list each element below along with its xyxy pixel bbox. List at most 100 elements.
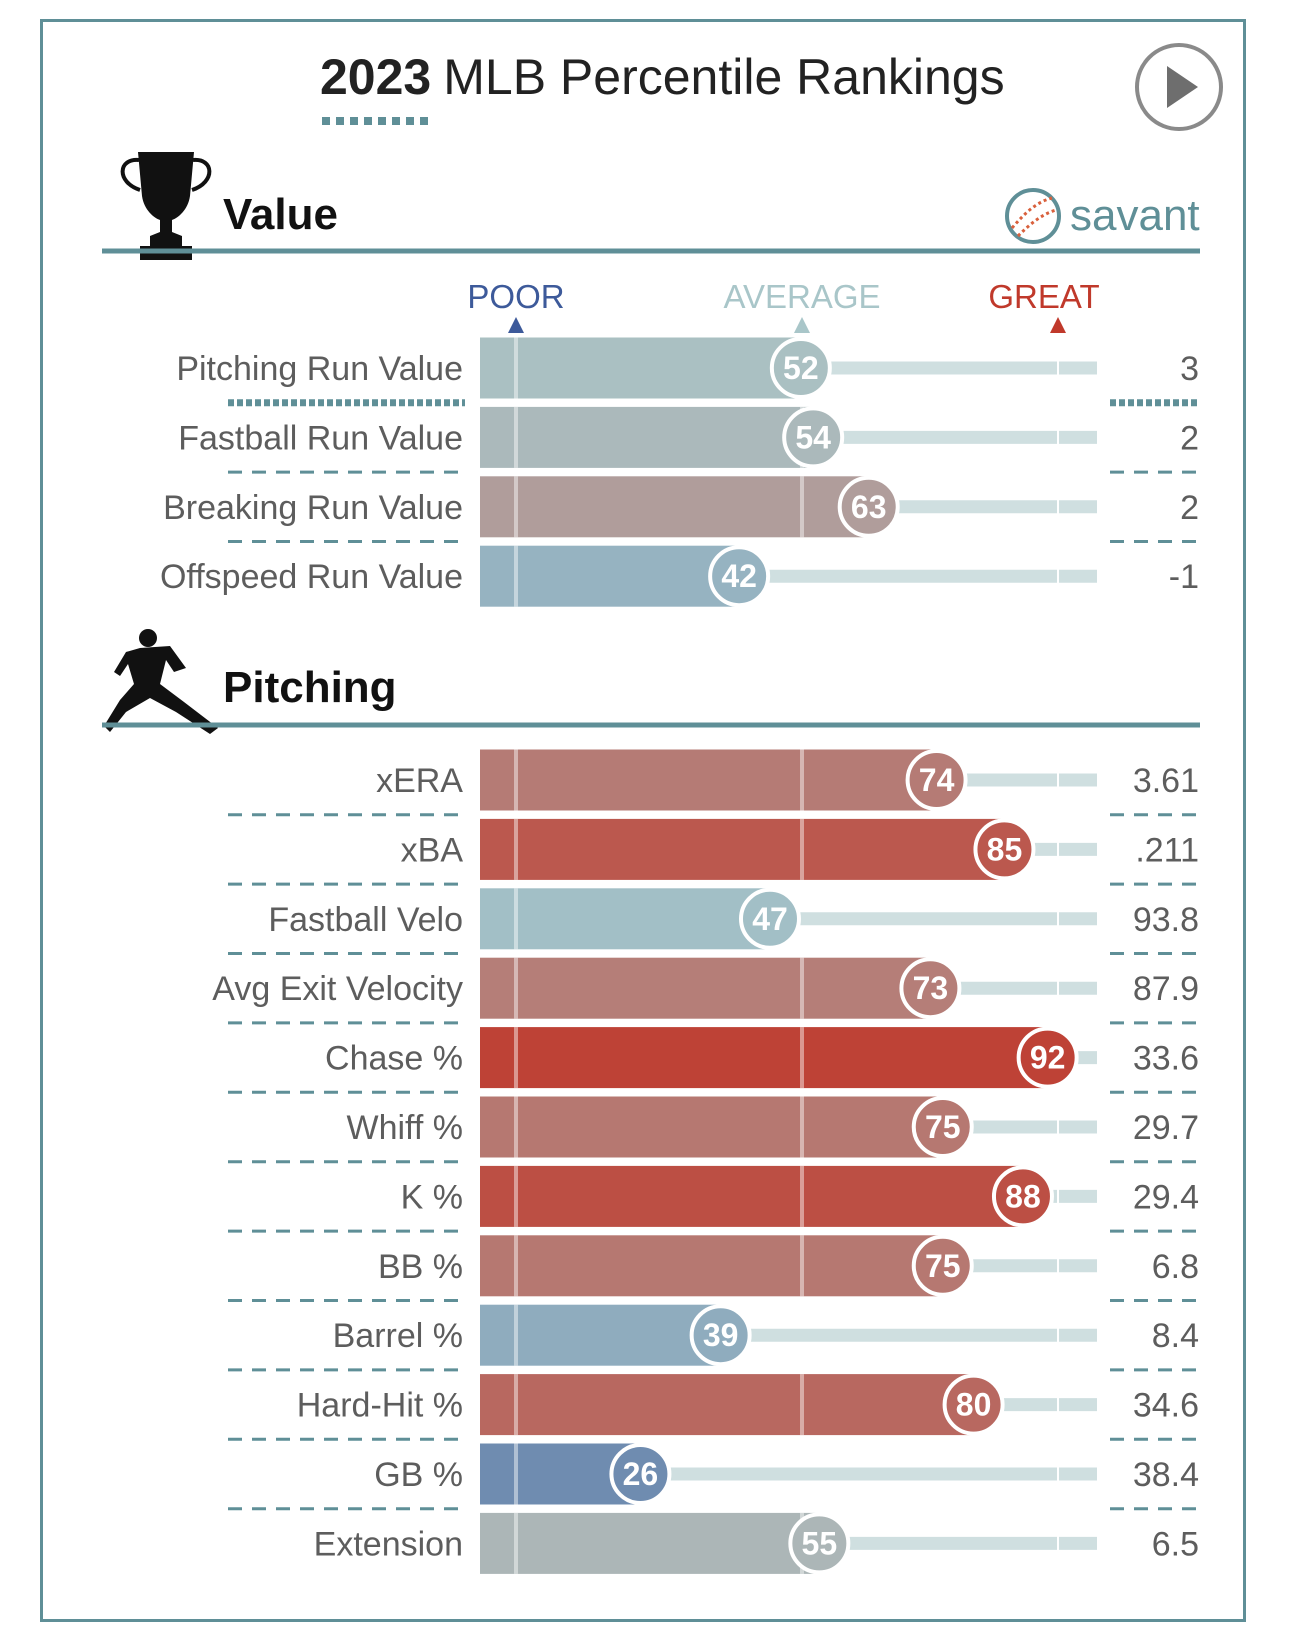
percentile-bar xyxy=(480,1165,1023,1227)
stat-value: 3 xyxy=(1180,350,1199,388)
percentile-circle xyxy=(942,1373,1005,1436)
metric-row: Pitching Run Value 52 3 xyxy=(176,337,1200,407)
percentile-value: 26 xyxy=(623,1456,659,1492)
stat-value: 3.61 xyxy=(1133,762,1199,800)
percentile-circle xyxy=(1016,1026,1079,1089)
percentile-circle xyxy=(973,818,1036,881)
percentile-circle xyxy=(738,887,801,950)
stat-value: 2 xyxy=(1180,419,1199,457)
stat-value: 8.4 xyxy=(1152,1317,1199,1355)
metric-row: GB % 26 38.4 xyxy=(228,1443,1200,1511)
savant-logo: savant xyxy=(1005,188,1200,244)
percentile-value: 75 xyxy=(925,1248,961,1284)
stat-value: 29.4 xyxy=(1133,1178,1199,1216)
metric-label: K % xyxy=(401,1178,463,1216)
average-marker-icon xyxy=(794,317,810,333)
percentile-value: 54 xyxy=(795,419,831,455)
metric-label: Pitching Run Value xyxy=(176,350,463,388)
stat-value: 38.4 xyxy=(1133,1456,1199,1494)
play-button[interactable] xyxy=(1135,43,1223,131)
trophy-icon xyxy=(120,152,212,260)
percentile-value: 52 xyxy=(783,350,819,386)
metric-row: BB % 75 6.8 xyxy=(228,1234,1200,1302)
baseball-icon xyxy=(1005,188,1061,244)
percentile-value: 92 xyxy=(1030,1040,1066,1076)
percentile-bar xyxy=(480,818,1005,880)
percentile-value: 88 xyxy=(1005,1178,1041,1214)
percentile-circle xyxy=(911,1096,974,1158)
stat-value: .211 xyxy=(1135,831,1199,869)
value-rows: Pitching Run Value 52 3 Fastball Run Value 5… xyxy=(160,337,1200,608)
stat-value: 2 xyxy=(1180,489,1199,527)
percentile-bar xyxy=(480,1304,721,1366)
percentile-bar xyxy=(480,406,814,468)
metric-label: Chase % xyxy=(325,1040,463,1078)
section-title-value: Value xyxy=(223,190,338,239)
percentile-circle xyxy=(609,1443,672,1505)
metric-label: Avg Exit Velocity xyxy=(212,970,463,1008)
metric-row: K % 88 29.4 xyxy=(228,1165,1200,1233)
percentile-bar xyxy=(480,1512,820,1574)
metric-label: Fastball Velo xyxy=(268,901,463,939)
page-title: 2023 MLB Percentile Rankings xyxy=(320,49,1005,105)
metric-label: Fastball Run Value xyxy=(178,419,463,457)
percentile-bar xyxy=(480,1027,1048,1089)
percentile-bar xyxy=(480,476,869,538)
stat-value: 34.6 xyxy=(1133,1387,1199,1425)
stat-value: 33.6 xyxy=(1133,1040,1199,1078)
percentile-circle xyxy=(905,749,968,811)
great-marker-icon xyxy=(1050,317,1066,333)
metric-row: Chase % 92 33.6 xyxy=(228,1026,1200,1094)
metric-row: Whiff % 75 29.7 xyxy=(228,1096,1200,1164)
metric-row: Hard-Hit % 80 34.6 xyxy=(228,1373,1200,1441)
percentile-circle xyxy=(689,1304,752,1367)
scale-average-label: AVERAGE xyxy=(723,278,880,315)
stat-value: -1 xyxy=(1169,558,1199,596)
percentile-bar xyxy=(480,1235,943,1297)
metric-row: xBA 85 .211 xyxy=(228,818,1200,886)
percentile-bar xyxy=(480,1374,974,1436)
scale-great-label: GREAT xyxy=(988,278,1099,315)
metric-label: BB % xyxy=(378,1248,463,1286)
title-year: 2023 xyxy=(320,49,431,105)
metric-label: Offspeed Run Value xyxy=(160,558,463,596)
scale-poor-label: POOR xyxy=(467,278,564,315)
percentile-circle xyxy=(837,475,900,538)
percentile-circle xyxy=(899,957,962,1020)
percentile-bar xyxy=(480,337,801,399)
percentile-value: 80 xyxy=(956,1387,992,1423)
percentile-value: 85 xyxy=(987,831,1023,867)
percentile-value: 75 xyxy=(925,1109,961,1145)
metric-row: Barrel % 39 8.4 xyxy=(228,1304,1200,1372)
percentile-value: 74 xyxy=(919,762,955,798)
poor-marker-icon xyxy=(508,317,524,333)
metric-row: Avg Exit Velocity 73 87.9 xyxy=(212,957,1200,1025)
play-icon xyxy=(1167,66,1198,108)
section-title-pitching: Pitching xyxy=(223,663,397,712)
percentile-circle xyxy=(788,1512,851,1575)
metric-row: Fastball Velo 47 93.8 xyxy=(228,887,1200,955)
percentile-circle xyxy=(708,545,771,608)
percentile-value: 39 xyxy=(703,1317,739,1353)
metric-row: xERA 74 3.61 xyxy=(228,749,1200,817)
metric-label: Hard-Hit % xyxy=(297,1387,463,1425)
metric-row: Offspeed Run Value 42 -1 xyxy=(160,545,1199,608)
brand-name: savant xyxy=(1070,191,1200,240)
percentile-circle xyxy=(782,406,845,469)
stat-value: 93.8 xyxy=(1133,901,1199,939)
metric-label: Extension xyxy=(314,1525,463,1563)
metric-row: Extension 55 6.5 xyxy=(314,1512,1199,1575)
percentile-circle xyxy=(769,337,832,399)
stat-value: 87.9 xyxy=(1133,970,1199,1008)
percentile-value: 73 xyxy=(913,970,949,1006)
metric-label: GB % xyxy=(374,1456,463,1494)
pitcher-icon xyxy=(104,629,218,734)
percentile-value: 47 xyxy=(752,901,788,937)
metric-label: Whiff % xyxy=(346,1109,463,1147)
pitching-rows: xERA 74 3.61 xBA 85 .211 Fastball Velo 47 93.8 Av… xyxy=(212,749,1200,1575)
metric-row: Fastball Run Value 54 2 xyxy=(178,406,1200,474)
percentile-circle xyxy=(991,1165,1054,1228)
percentile-bar xyxy=(480,1096,943,1158)
percentile-value: 42 xyxy=(721,558,757,594)
metric-label: Breaking Run Value xyxy=(163,489,463,527)
